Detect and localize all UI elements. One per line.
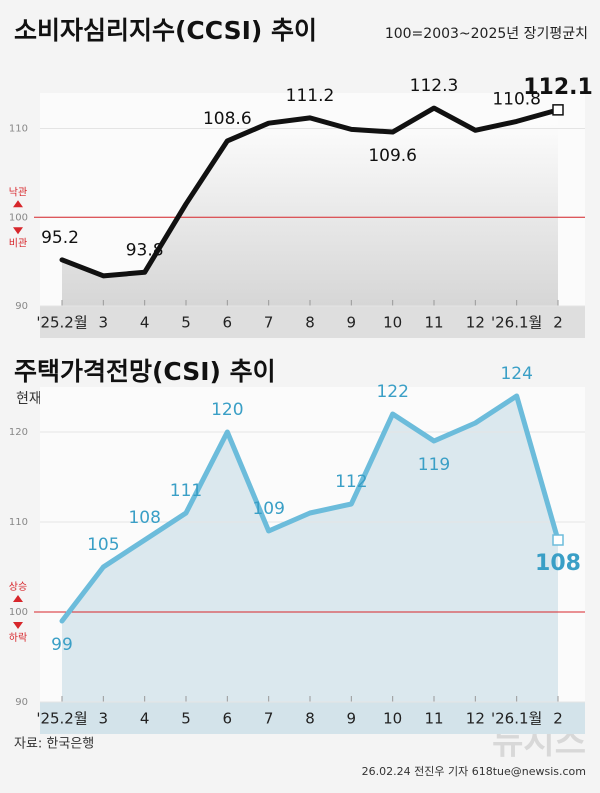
value-label: 109	[252, 499, 284, 519]
value-label: 120	[211, 400, 243, 420]
x-axis-strip	[40, 702, 585, 734]
x-tick-label: '25.2월	[36, 710, 87, 728]
reference-above-label: 상승	[9, 581, 27, 593]
value-label: 105	[87, 535, 119, 555]
y-tick-label: 90	[15, 301, 28, 312]
x-tick-label: 10	[383, 314, 402, 332]
x-tick-label: 3	[99, 314, 109, 332]
value-label: 111.2	[286, 86, 335, 106]
value-label: 109.6	[368, 146, 417, 166]
chart-title: 주택가격전망(CSI) 추이	[14, 357, 276, 386]
y-tick-label: 100	[9, 212, 28, 223]
value-label: 119	[418, 455, 450, 475]
x-tick-label: 8	[305, 710, 315, 728]
x-tick-label: '25.2월	[36, 314, 87, 332]
x-tick-label: 11	[424, 710, 443, 728]
y-tick-label: 120	[9, 427, 28, 438]
arrow-up	[13, 200, 23, 208]
x-tick-label: 10	[383, 710, 402, 728]
end-marker	[552, 534, 564, 546]
x-tick-label: '26.1월	[491, 314, 542, 332]
x-tick-label: 3	[99, 710, 109, 728]
data-line	[59, 393, 561, 624]
value-label: 99	[51, 635, 73, 655]
reference-below-label: 하락	[9, 631, 27, 644]
area-fill	[62, 108, 558, 307]
value-label: 93.8	[126, 240, 164, 260]
chart-title: 소비자심리지수(CCSI) 추이	[14, 16, 317, 45]
value-label: 111	[170, 481, 202, 501]
x-tick-label: 6	[223, 710, 233, 728]
area-fill	[62, 396, 558, 702]
end-marker	[552, 104, 564, 116]
y-tick-label: 110	[9, 124, 28, 135]
x-tick-label: 5	[181, 314, 191, 332]
x-tick-label: '26.1월	[491, 710, 542, 728]
y-tick-label: 100	[9, 607, 28, 618]
y-tick-label: 110	[9, 517, 28, 528]
byline: 26.02.24 전진우 기자 618tue@newsis.com	[362, 765, 586, 778]
value-label: 124	[500, 364, 532, 384]
x-tick-label: 5	[181, 710, 191, 728]
x-tick-label: 7	[264, 710, 274, 728]
x-tick-label: 2	[553, 314, 563, 332]
value-label: 122	[376, 382, 408, 402]
value-label: 108.6	[203, 109, 252, 129]
x-tick-label: 6	[223, 314, 233, 332]
value-label: 110.8	[492, 89, 541, 109]
arrow-down	[13, 227, 23, 235]
value-label: 108	[128, 508, 160, 528]
y-tick-label: 90	[15, 697, 28, 708]
arrow-up	[13, 595, 23, 602]
arrow-down	[13, 622, 23, 629]
reference-above-label: 낙관	[9, 186, 27, 198]
value-label: 112	[335, 472, 367, 492]
x-tick-label: 4	[140, 710, 150, 728]
x-tick-label: 9	[347, 710, 357, 728]
value-label: 95.2	[41, 228, 79, 248]
x-tick-label: 11	[424, 314, 443, 332]
x-tick-label: 4	[140, 314, 150, 332]
reference-below-label: 비관	[9, 237, 27, 249]
data-line	[59, 105, 561, 279]
x-axis-strip	[40, 306, 585, 338]
x-tick-label: 2	[553, 710, 563, 728]
x-tick-label: 7	[264, 314, 274, 332]
value-label: 112.3	[410, 76, 459, 96]
x-tick-label: 9	[347, 314, 357, 332]
source: 자료: 한국은행	[14, 736, 94, 752]
x-tick-label: 8	[305, 314, 315, 332]
value-label: 108	[535, 551, 581, 576]
x-tick-label: 12	[466, 314, 485, 332]
value-label: 112.1	[523, 75, 593, 100]
x-tick-label: 12	[466, 710, 485, 728]
chart-subtitle: 100=2003~2025년 장기평균치	[385, 26, 588, 42]
